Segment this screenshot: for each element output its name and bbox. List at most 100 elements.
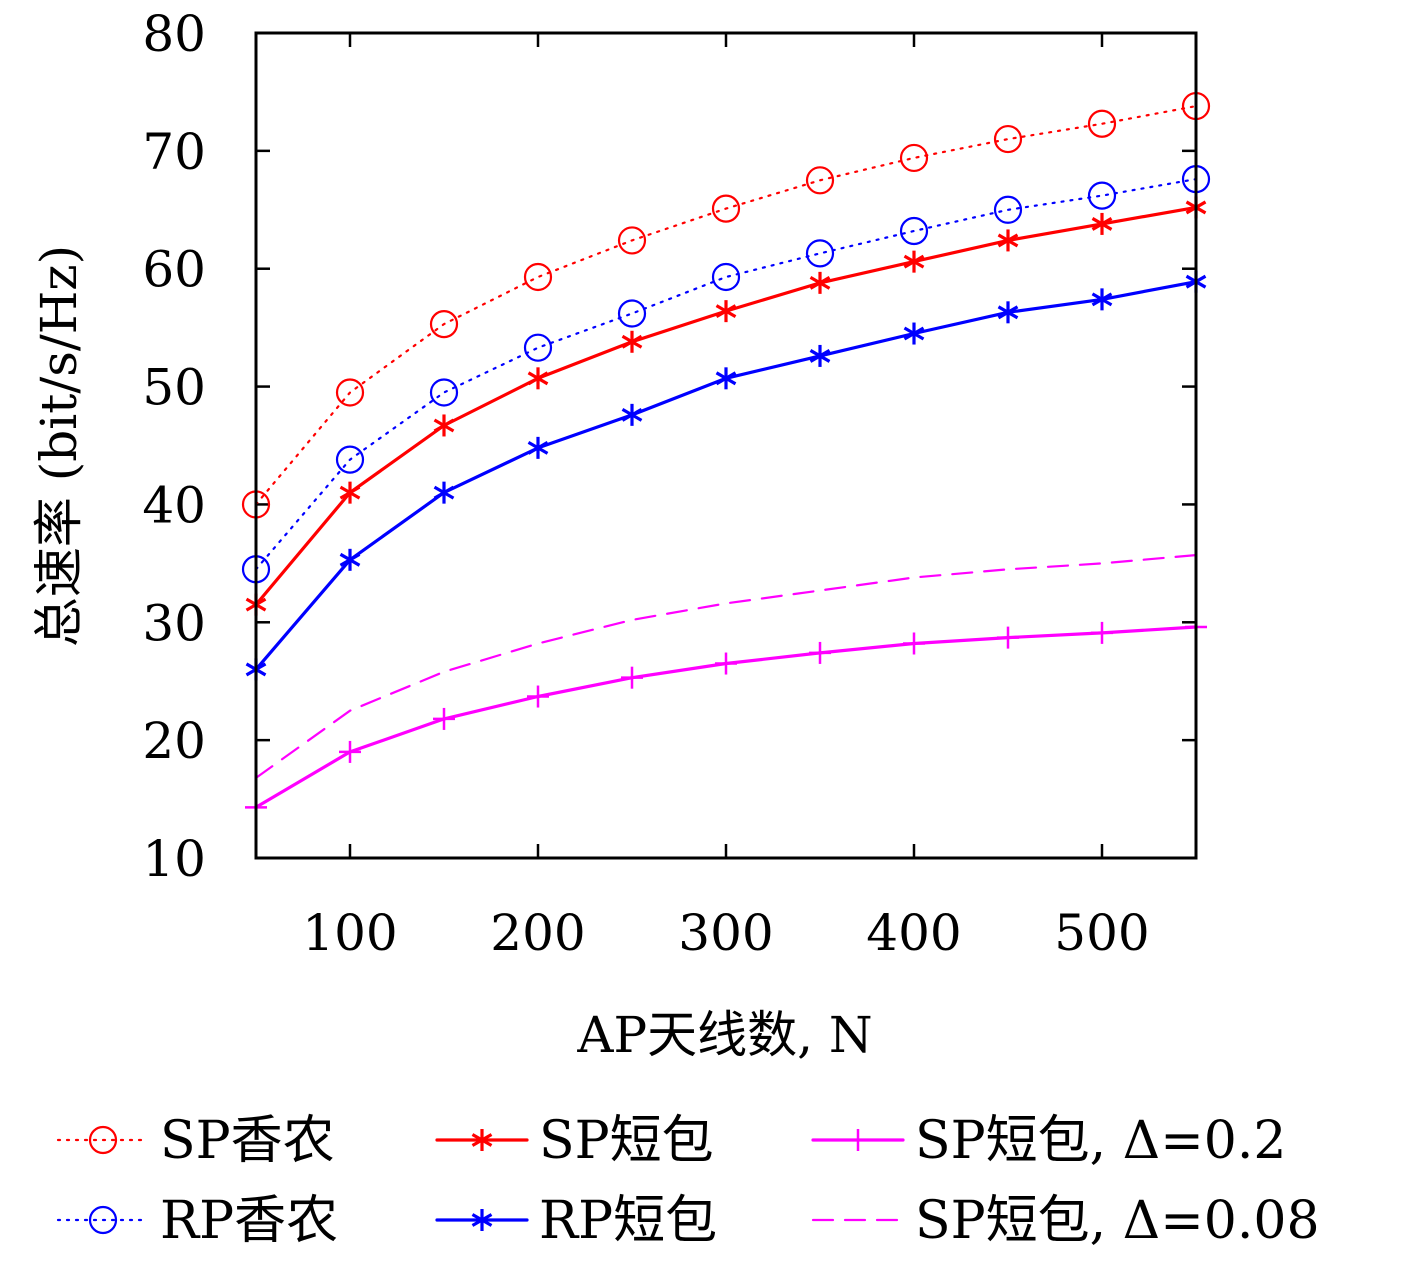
legend-label-1: SP短包 bbox=[539, 1111, 714, 1171]
data-point-3-5 bbox=[711, 262, 741, 292]
data-point-4-4-stroke bbox=[621, 407, 643, 422]
data-point-4-5-stroke bbox=[715, 371, 737, 386]
data-point-3-7 bbox=[899, 216, 929, 246]
data-point-1-5-stroke bbox=[715, 304, 737, 319]
legend: SP香农 RP香农 SP短包 RP短包 SP短包, Δ=0.2 SP短包, Δ=0.08 bbox=[56, 1111, 1320, 1251]
data-point-3-1 bbox=[335, 445, 365, 474]
plot-frame bbox=[254, 31, 1198, 860]
data-point-3-3-shape bbox=[523, 333, 553, 362]
data-point-4-9 bbox=[1091, 288, 1113, 311]
data-point-0-8 bbox=[993, 124, 1023, 154]
data-point-3-5-shape bbox=[711, 262, 741, 292]
legend-marker-4-stroke bbox=[471, 1213, 493, 1227]
data-point-4-4 bbox=[621, 403, 643, 426]
series-line-0 bbox=[254, 104, 1198, 506]
data-point-3-7-shape bbox=[899, 216, 929, 246]
legend-label-0: SP香农 bbox=[160, 1111, 335, 1171]
data-point-3-9-shape bbox=[1087, 181, 1117, 210]
y-tick-label: 80 bbox=[142, 5, 206, 63]
data-point-2-9 bbox=[1091, 621, 1113, 644]
data-point-4-6 bbox=[809, 344, 831, 367]
data-point-2-6 bbox=[809, 641, 831, 664]
data-point-1-3 bbox=[527, 367, 549, 390]
data-point-0-1-shape bbox=[335, 378, 365, 407]
legend-label-3: RP香农 bbox=[160, 1191, 338, 1251]
data-point-1-3-stroke bbox=[527, 371, 549, 386]
data-point-1-1-stroke bbox=[339, 485, 361, 500]
x-tick-label: 100 bbox=[302, 904, 397, 962]
data-point-0-5-shape bbox=[711, 194, 741, 223]
data-point-2-4 bbox=[621, 666, 643, 689]
legend-label-4: RP短包 bbox=[539, 1191, 717, 1251]
series-line-4 bbox=[254, 280, 1198, 672]
legend-marker-3-shape bbox=[88, 1205, 118, 1235]
y-tick-label: 20 bbox=[142, 712, 206, 770]
y-tick-label: 30 bbox=[142, 594, 206, 652]
data-point-4-3-stroke bbox=[527, 440, 549, 455]
data-point-0-9-shape bbox=[1087, 109, 1117, 138]
x-tick-label: 200 bbox=[490, 904, 585, 962]
legend-marker-2 bbox=[847, 1129, 869, 1151]
tick-labels: 100 200 300 400 500 10 20 30 40 50 60 70 80 bbox=[142, 5, 1149, 962]
data-point-4-5 bbox=[715, 367, 737, 390]
data-point-0-8-shape bbox=[993, 124, 1023, 154]
data-point-4-8 bbox=[997, 301, 1019, 324]
data-point-1-8-stroke bbox=[997, 233, 1019, 248]
data-point-1-2 bbox=[433, 414, 455, 437]
data-point-1-6-stroke bbox=[809, 275, 831, 290]
series-line-1 bbox=[254, 205, 1198, 607]
data-point-3-8 bbox=[993, 195, 1023, 224]
data-point-2-8 bbox=[997, 626, 1019, 649]
data-point-1-9 bbox=[1091, 212, 1113, 235]
data-point-1-7 bbox=[903, 250, 925, 273]
data-point-1-7-stroke bbox=[903, 254, 925, 269]
data-point-4-8-stroke bbox=[997, 305, 1019, 320]
data-point-1-5 bbox=[715, 300, 737, 323]
data-point-1-4-stroke bbox=[621, 334, 643, 349]
legend-marker-1 bbox=[471, 1129, 493, 1151]
y-tick-label: 60 bbox=[142, 241, 206, 299]
data-point-4-3 bbox=[527, 436, 549, 459]
data-point-4-7-stroke bbox=[903, 326, 925, 341]
data-point-1-2-stroke bbox=[433, 418, 455, 433]
data-point-3-2-shape bbox=[429, 378, 459, 407]
data-point-3-4 bbox=[617, 299, 647, 328]
data-point-0-1 bbox=[335, 378, 365, 407]
data-point-0-2-shape bbox=[429, 310, 459, 339]
data-point-0-4 bbox=[617, 226, 647, 255]
legend-marker-1-stroke bbox=[471, 1133, 493, 1147]
y-axis-label: 总速率 (bit/s/Hz) bbox=[30, 245, 88, 647]
data-point-4-1-stroke bbox=[339, 552, 361, 567]
data-point-1-8 bbox=[997, 229, 1019, 252]
data-point-4-9-stroke bbox=[1091, 292, 1113, 307]
data-point-3-9 bbox=[1087, 181, 1117, 210]
data-point-2-3 bbox=[527, 685, 549, 708]
data-point-0-6 bbox=[805, 166, 835, 195]
data-point-4-6-stroke bbox=[809, 349, 831, 363]
data-point-4-2 bbox=[433, 481, 455, 504]
series-lines bbox=[254, 104, 1198, 809]
data-point-1-4 bbox=[621, 330, 643, 353]
legend-marker-0 bbox=[88, 1125, 118, 1155]
legend-marker-4 bbox=[471, 1209, 493, 1231]
y-tick-label: 70 bbox=[142, 123, 206, 181]
data-point-3-8-shape bbox=[993, 195, 1023, 224]
x-tick-label: 400 bbox=[866, 904, 961, 962]
data-point-0-4-shape bbox=[617, 226, 647, 255]
data-point-0-6-shape bbox=[805, 166, 835, 195]
legend-label-2: SP短包, Δ=0.2 bbox=[915, 1111, 1287, 1171]
data-point-1-6 bbox=[809, 271, 831, 294]
x-tick-label: 300 bbox=[678, 904, 773, 962]
legend-marker-3 bbox=[88, 1205, 118, 1235]
data-point-3-2 bbox=[429, 378, 459, 407]
data-point-3-4-shape bbox=[617, 299, 647, 328]
data-point-0-5 bbox=[711, 194, 741, 223]
data-point-2-2 bbox=[433, 707, 455, 730]
y-tick-label: 10 bbox=[142, 830, 206, 888]
data-point-1-1 bbox=[339, 481, 361, 504]
data-point-1-9-stroke bbox=[1091, 217, 1113, 231]
data-point-0-7 bbox=[899, 143, 929, 173]
x-tick-label: 500 bbox=[1054, 904, 1149, 962]
data-point-2-1 bbox=[339, 740, 361, 763]
